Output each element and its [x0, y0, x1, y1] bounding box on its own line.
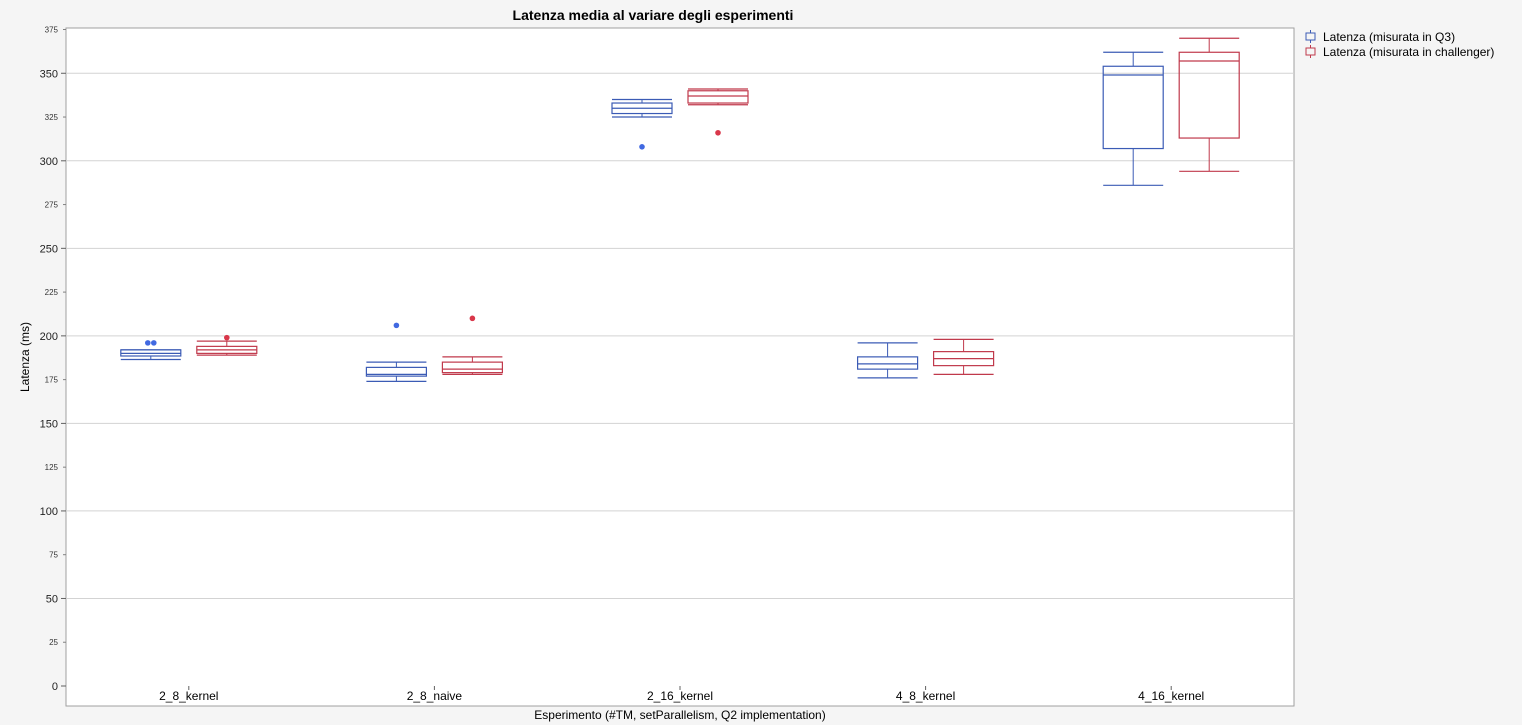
box-iqr — [1102, 65, 1164, 150]
box-q3-2_8_kernel — [120, 340, 182, 361]
legend-label: Latenza (misurata in challenger) — [1323, 45, 1494, 59]
x-tick-label: 2_8_kernel — [159, 689, 218, 703]
box-challenger-2_16_kernel — [687, 88, 749, 136]
y-tick-label: 50 — [46, 593, 58, 605]
box-challenger-2_8_naive — [441, 315, 503, 375]
legend: Latenza (misurata in Q3)Latenza (misurat… — [1305, 30, 1494, 59]
box-challenger-2_8_kernel — [196, 334, 258, 356]
y-tick-label-minor: 75 — [49, 551, 58, 560]
box-iqr — [365, 366, 427, 377]
outlier-point — [224, 334, 230, 341]
box-iqr — [687, 90, 749, 104]
box-iqr — [856, 356, 919, 370]
box-q3-4_8_kernel — [856, 342, 919, 379]
grid-lines — [66, 72, 1294, 599]
plot-area — [65, 27, 1295, 707]
y-tick-label-minor: 325 — [45, 113, 59, 122]
y-axis: 0 50 100 150 200 250 300 350 25 75 125 175 225 275 325… — [40, 26, 66, 693]
box-iqr — [441, 361, 503, 374]
y-tick-label: 250 — [40, 243, 58, 255]
box-iqr — [1178, 51, 1240, 139]
legend-swatch — [1305, 45, 1316, 58]
outlier-point — [715, 129, 721, 136]
x-tick-label: 2_16_kernel — [647, 689, 713, 703]
outlier-point — [393, 322, 400, 329]
legend-swatch — [1305, 30, 1316, 43]
legend-label: Latenza (misurata in Q3) — [1323, 30, 1455, 44]
y-tick-label-minor: 25 — [49, 638, 58, 647]
outlier-point — [145, 340, 151, 346]
box-q3-2_8_naive — [365, 322, 427, 382]
legend-box — [1305, 32, 1316, 41]
x-tick-label: 4_16_kernel — [1138, 689, 1204, 703]
y-tick-label-minor: 275 — [45, 201, 59, 210]
legend-item: Latenza (misurata in challenger) — [1305, 45, 1494, 59]
y-tick-label-minor: 375 — [45, 26, 59, 35]
y-tick-label: 0 — [52, 681, 58, 693]
outlier-point — [151, 340, 157, 346]
outlier-point — [469, 315, 476, 322]
box-q3-2_16_kernel — [611, 98, 673, 150]
x-tick-label: 4_8_kernel — [896, 689, 955, 703]
y-tick-label: 100 — [40, 506, 58, 518]
chart-title: Latenza media al variare degli esperimen… — [513, 7, 794, 23]
legend-item: Latenza (misurata in Q3) — [1305, 30, 1455, 44]
y-tick-label-minor: 175 — [45, 376, 59, 385]
y-tick-label-minor: 225 — [45, 288, 59, 297]
y-axis-label: Latenza (ms) — [18, 322, 32, 392]
y-tick-label: 150 — [40, 418, 58, 430]
x-axis: 2_8_kernel 2_8_naive 2_16_kernel 4_8_kernel… — [159, 686, 1204, 703]
x-axis-label: Esperimento (#TM, setParallelism, Q2 imp… — [534, 708, 825, 722]
x-tick-label: 2_8_naive — [407, 689, 463, 703]
y-tick-label-minor: 125 — [45, 463, 59, 472]
box-q3-4_16_kernel — [1102, 51, 1164, 186]
box-series — [120, 37, 1240, 382]
outlier-point — [639, 143, 645, 150]
y-tick-label: 200 — [40, 331, 58, 343]
box-challenger-4_8_kernel — [932, 338, 995, 375]
y-tick-label: 350 — [40, 68, 58, 80]
y-tick-label: 300 — [40, 156, 58, 168]
box-challenger-4_16_kernel — [1178, 37, 1240, 172]
legend-box — [1305, 47, 1316, 56]
